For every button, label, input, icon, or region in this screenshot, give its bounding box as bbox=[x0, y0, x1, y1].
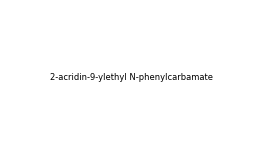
Text: 2-acridin-9-ylethyl N-phenylcarbamate: 2-acridin-9-ylethyl N-phenylcarbamate bbox=[50, 73, 213, 82]
